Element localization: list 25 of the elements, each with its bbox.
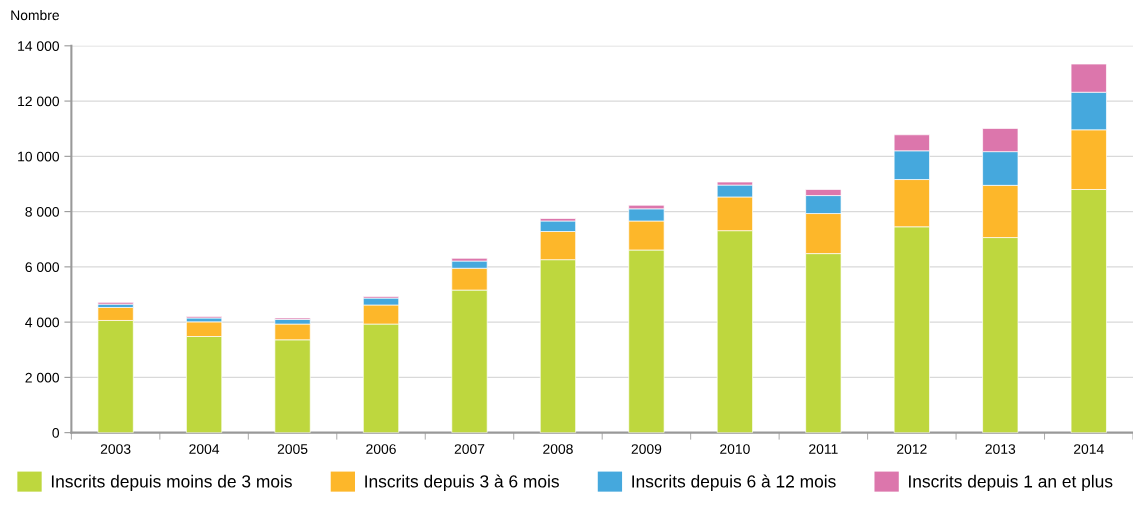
y-tick-label: 0 [52, 427, 60, 438]
x-tick-label: 2004 [189, 444, 220, 454]
x-tick-label: 2013 [985, 444, 1016, 454]
x-tick-label: 2007 [454, 444, 485, 454]
y-tick-label: 4 000 [25, 317, 60, 328]
legend-label: Inscrits depuis 1 an et plus [909, 474, 1113, 491]
x-tick-label: 2012 [897, 444, 927, 454]
x-tick-label: 2008 [543, 444, 573, 454]
y-tick-label: 8 000 [25, 206, 60, 217]
legend-label: Inscrits depuis 3 à 6 mois [365, 474, 559, 491]
y-tick-label: 12 000 [18, 96, 60, 107]
x-tick-label: 2010 [720, 444, 750, 454]
legend-label: Inscrits depuis 6 à 12 mois [632, 474, 836, 491]
x-tick-label: 2006 [366, 444, 396, 454]
y-tick-label: 14 000 [18, 41, 60, 51]
x-tick-label: 2005 [277, 444, 308, 454]
x-tick-label: 2003 [100, 444, 131, 454]
x-tick-label: 2014 [1074, 444, 1104, 454]
y-axis-title: Nombre [11, 9, 59, 21]
y-tick-label: 2 000 [25, 372, 60, 383]
y-tick-label: 6 000 [25, 262, 60, 273]
legend-label: Inscrits depuis moins de 3 mois [51, 474, 292, 491]
x-tick-label: 2009 [631, 444, 662, 454]
y-tick-label: 10 000 [18, 151, 60, 162]
x-tick-label: 2011 [809, 444, 838, 454]
